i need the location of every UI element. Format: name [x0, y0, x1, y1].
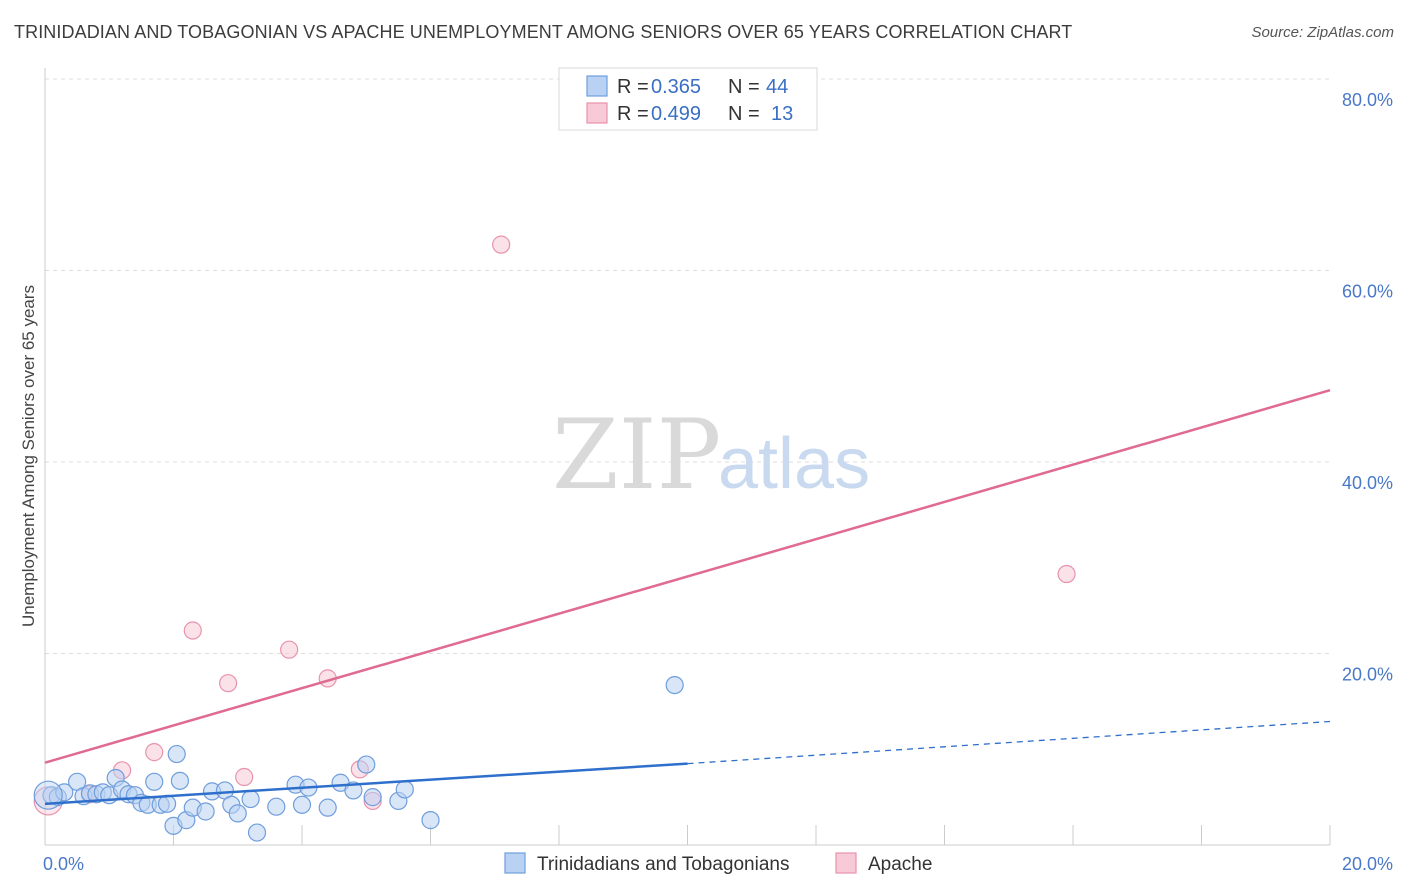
trinidadian-trend-extension	[687, 720, 1331, 765]
source-credit: Source: ZipAtlas.com	[1251, 24, 1394, 41]
trinidadian-point	[228, 804, 247, 823]
y-axis-label: Unemployment Among Seniors over 65 years	[19, 285, 38, 627]
trinidadian-point	[395, 780, 414, 799]
trend-lines	[44, 388, 1331, 806]
grid-lines	[45, 78, 1330, 654]
trinidadian-point	[363, 788, 382, 807]
top-legend: R = 0.365 N = 44 R = 0.499 N = 13	[558, 67, 818, 131]
bottom-legend-swatch-blue	[504, 852, 526, 874]
trinidadian-point	[196, 802, 215, 821]
apache-point	[145, 743, 164, 762]
bottom-legend: Trinidadians and Tobagonians Apache	[504, 852, 932, 875]
legend-r-value-1: 0.365	[651, 76, 701, 98]
trinidadian-point	[167, 744, 186, 764]
y-tick-labels: 20.0% 40.0% 60.0% 80.0%	[1342, 90, 1393, 685]
apache-points	[33, 235, 1076, 816]
trinidadian-point	[421, 811, 440, 830]
trinidadian-point	[247, 823, 267, 842]
trinidadian-point	[292, 795, 312, 814]
trinidadian-point	[318, 798, 337, 817]
y-tick-label: 60.0%	[1342, 282, 1393, 302]
apache-point	[235, 767, 254, 787]
apache-point	[492, 235, 511, 254]
trinidadian-point	[145, 772, 164, 791]
y-tick-label: 80.0%	[1342, 90, 1393, 110]
legend-n-label-1: N =	[728, 76, 760, 98]
trinidadian-trend-line	[44, 762, 688, 806]
legend-swatch-pink	[586, 102, 608, 124]
legend-n-value-2: 13	[771, 103, 793, 125]
trinidadian-point	[170, 771, 190, 790]
x-tick-label: 0.0%	[43, 854, 84, 874]
trinidadian-point	[241, 789, 260, 809]
apache-point	[219, 674, 238, 693]
trinidadian-point	[33, 780, 63, 810]
trinidadian-point	[344, 781, 363, 800]
legend-n-label-2: N =	[728, 103, 760, 125]
chart-title: TRINIDADIAN AND TOBAGONIAN VS APACHE UNE…	[14, 22, 1073, 42]
watermark-zip: ZIP	[552, 399, 721, 511]
legend-swatch-blue	[586, 75, 608, 97]
trinidadian-point	[665, 675, 684, 695]
apache-point	[280, 640, 299, 659]
bottom-legend-label-pink: Apache	[868, 854, 932, 875]
legend-r-label-2: R =	[617, 103, 649, 125]
trinidadian-points	[33, 675, 684, 842]
trinidadian-point	[157, 794, 177, 813]
apache-point	[1057, 564, 1076, 584]
bottom-legend-swatch-pink	[835, 852, 857, 874]
legend-r-label-1: R =	[617, 76, 649, 98]
apache-trend-line	[44, 388, 1331, 764]
y-tick-label: 40.0%	[1342, 473, 1393, 493]
y-tick-label: 20.0%	[1342, 665, 1393, 685]
watermark-atlas: atlas	[718, 424, 870, 504]
apache-point	[183, 621, 202, 640]
x-tick-labels: 0.0% 20.0%	[43, 854, 1393, 874]
trinidadian-point	[357, 755, 376, 774]
bottom-legend-label-blue: Trinidadians and Tobagonians	[537, 854, 789, 875]
x-tick-label: 20.0%	[1342, 854, 1393, 874]
legend-n-value-1: 44	[766, 76, 788, 98]
legend-r-value-2: 0.499	[651, 103, 701, 125]
axes	[44, 68, 1331, 846]
trinidadian-point	[267, 797, 286, 816]
